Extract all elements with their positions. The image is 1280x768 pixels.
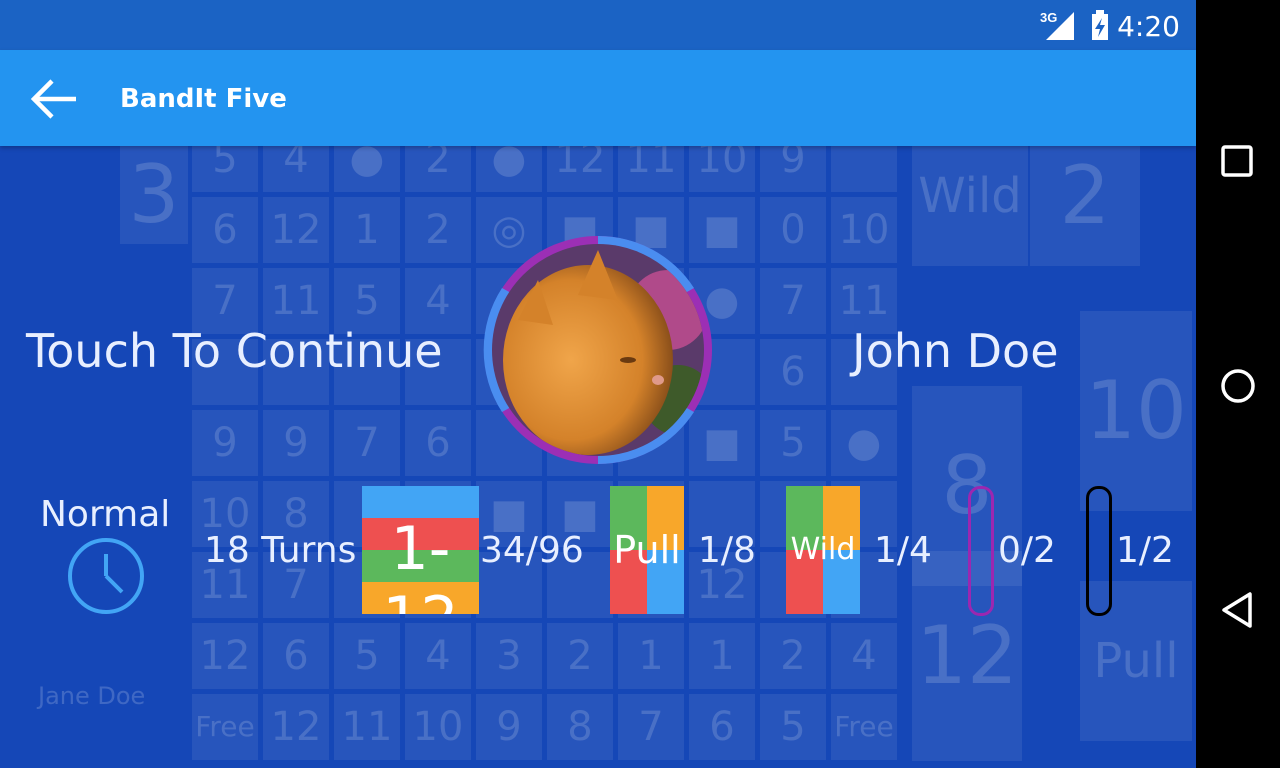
page-title: BandIt Five [120,84,287,114]
purple-score: 0/2 [998,530,1056,571]
board-cell: 1 [689,623,755,689]
board-cell: 11 [831,268,897,334]
board-cell: 4 [405,623,471,689]
wild-tile-label: Wild [790,532,856,567]
player-avatar[interactable] [478,230,718,470]
board-cell: 5 [334,268,400,334]
purple-pill-icon [968,486,994,616]
board-cell: 5 [760,410,826,476]
back-nav-icon[interactable] [1218,590,1258,630]
number-tile: 1-12 [362,486,479,614]
board-cell: ● [831,410,897,476]
board-cell: Free [831,694,897,760]
app-bar: BandIt Five [0,50,1196,146]
battery-icon [1092,10,1108,40]
board-cell: ■ [547,481,613,547]
board-cell: 12 [263,694,329,760]
board-cell [547,552,613,618]
board-side-cell: 10 [1080,311,1192,511]
wild-score: 1/4 [874,530,932,571]
board-cell: 9 [192,410,258,476]
board-cell: 7 [334,410,400,476]
board-cell: 1 [618,623,684,689]
board-cell: 12 [689,552,755,618]
board-cell: ■ [689,197,755,263]
board-cell: 10 [405,694,471,760]
second-player-name: Jane Doe [38,682,146,710]
touch-to-continue-label[interactable]: Touch To Continue [26,324,443,378]
game-screen[interactable]: 54●2●121110961212◎■■■01071154●711●69976■… [0,0,1196,768]
board-cell: 11 [192,552,258,618]
player-name: John Doe [852,324,1059,378]
board-cell: 12 [263,197,329,263]
board-cell: 8 [547,694,613,760]
board-cell: 4 [405,268,471,334]
board-cell: 11 [334,694,400,760]
board-cell: 2 [405,197,471,263]
board-side-cell: 8 [912,386,1022,586]
board-cell: 8 [263,481,329,547]
network-type: 3G [1040,10,1058,25]
board-side-cell: 2 [1030,126,1140,266]
pull-score: 1/8 [698,530,756,571]
recent-apps-icon[interactable] [1220,144,1256,180]
board-cell: 6 [405,410,471,476]
black-pill-icon [1086,486,1112,616]
board-cell: 9 [476,694,542,760]
board-side-cell: Wild [912,126,1028,266]
board-side-cell: Pull [1080,581,1192,741]
board-cell [831,339,897,405]
board-cell: 5 [760,694,826,760]
number-tile-label: 1-12 [382,514,458,614]
clock-icon [68,538,144,614]
home-icon[interactable] [1218,366,1258,406]
board-cell: 0 [760,197,826,263]
signal-icon [1046,12,1074,40]
board-cell: 10 [192,481,258,547]
clock-time: 4:20 [1117,10,1180,43]
board-cell: 10 [831,197,897,263]
mode-label: Normal [40,494,171,535]
board-cell: 1 [334,197,400,263]
board-side-cell: 3 [120,146,188,244]
board-cell: 12 [192,623,258,689]
board-cell [192,339,258,405]
board-cell: 7 [192,268,258,334]
board-cell: 6 [263,623,329,689]
board-cell: 6 [760,339,826,405]
board-cell: 9 [263,410,329,476]
pull-tile: Pull [610,486,684,614]
arrow-left-icon[interactable] [26,74,82,124]
turns-label: 18 Turns [204,530,357,571]
board-cell: 7 [760,268,826,334]
board-cell: 3 [476,623,542,689]
board-side-cell: 12 [912,551,1022,761]
board-cell: 4 [831,623,897,689]
board-cell: 7 [618,694,684,760]
board-cell [405,339,471,405]
board-cell [263,339,329,405]
pull-tile-label: Pull [613,528,681,572]
board-cell: 11 [263,268,329,334]
board-cell: 2 [760,623,826,689]
board-cell: ■ [476,481,542,547]
board-cell: 7 [263,552,329,618]
board-cell: Free [192,694,258,760]
board-cell: 5 [334,623,400,689]
board-cell: ■ [689,410,755,476]
status-bar: 3G 4:20 [0,0,1196,50]
board-cell [689,481,755,547]
navigation-bar [1196,0,1280,768]
board-cell: 6 [192,197,258,263]
black-score: 1/2 [1116,530,1174,571]
board-cell: 6 [689,694,755,760]
number-score: 34/96 [480,530,584,571]
board-cell: 2 [547,623,613,689]
board-cell [334,339,400,405]
wild-tile: Wild [786,486,860,614]
board-cell [476,552,542,618]
board-cell: ◎ [476,197,542,263]
